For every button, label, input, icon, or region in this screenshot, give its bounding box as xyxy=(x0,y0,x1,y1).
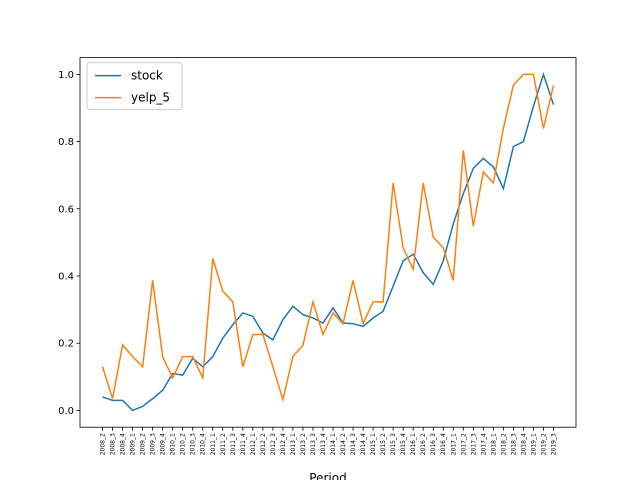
x-tick-label: 2019_3 xyxy=(550,433,557,455)
x-tick-label: 2009_2 xyxy=(140,433,147,455)
x-tick-label: 2018_3 xyxy=(510,433,517,455)
x-tick-label: 2019_1 xyxy=(530,433,537,455)
x-tick-label: 2016_1 xyxy=(410,433,417,455)
x-tick-label: 2013_1 xyxy=(290,433,297,455)
x-tick-label: 2011_3 xyxy=(230,433,237,455)
x-tick-label: 2010_4 xyxy=(200,433,207,455)
x-tick-label: 2010_1 xyxy=(170,433,177,455)
x-tick-label: 2017_1 xyxy=(450,433,457,455)
x-tick-label: 2018_1 xyxy=(490,433,497,455)
y-tick-label: 0.4 xyxy=(58,272,74,283)
x-tick-label: 2009_1 xyxy=(130,433,137,455)
legend-label: stock xyxy=(131,69,163,83)
line-series xyxy=(102,71,555,412)
x-tick-label: 2009_3 xyxy=(150,433,157,455)
x-tick-label: 2012_4 xyxy=(280,433,287,455)
x-tick-label: 2014_3 xyxy=(350,433,357,455)
x-tick-label: 2012_3 xyxy=(270,433,277,455)
x-tick-label: 2014_1 xyxy=(330,433,337,455)
x-tick-label: 2013_3 xyxy=(310,433,317,455)
x-tick-label: 2018_4 xyxy=(520,433,527,455)
x-tick-label: 2018_2 xyxy=(500,433,507,455)
x-tick-label: 2012_1 xyxy=(250,433,257,455)
x-tick-label: 2016_4 xyxy=(440,433,447,455)
x-tick-label: 2017_2 xyxy=(460,433,467,455)
x-tick-label: 2008_4 xyxy=(120,433,127,455)
legend-label: yelp_5 xyxy=(131,91,170,105)
x-tick-label: 2015_4 xyxy=(400,433,407,455)
x-tick-label: 2012_2 xyxy=(260,433,267,455)
x-tick-label: 2008_2 xyxy=(100,433,107,455)
y-tick-label: 0.0 xyxy=(58,406,74,417)
line-series xyxy=(101,73,555,403)
x-tick-label: 2013_2 xyxy=(300,433,307,455)
x-tick-label: 2011_2 xyxy=(220,433,227,455)
x-tick-label: 2017_4 xyxy=(480,433,487,455)
y-tick-label: 1.0 xyxy=(58,70,74,81)
x-tick-label: 2016_3 xyxy=(430,433,437,455)
x-tick-label: 2011_4 xyxy=(240,433,247,455)
x-tick-label: 2017_3 xyxy=(470,433,477,455)
x-tick-label: 2008_3 xyxy=(110,433,117,455)
x-tick-label: 2013_4 xyxy=(320,433,327,455)
x-tick-label: 2015_2 xyxy=(380,433,387,455)
x-tick-label: 2015_3 xyxy=(390,433,397,455)
plot-frame xyxy=(79,57,577,428)
x-tick-label: 2016_2 xyxy=(420,433,427,455)
x-tick-label: 2010_2 xyxy=(180,433,187,455)
x-tick-label: 2019_2 xyxy=(540,433,547,455)
x-tick-label: 2015_1 xyxy=(370,433,377,455)
x-tick-label: 2014_4 xyxy=(360,433,367,455)
x-tick-label: 2009_4 xyxy=(160,433,167,455)
x-tick-label: 2011_1 xyxy=(210,433,217,455)
x-axis-label: Period xyxy=(309,471,346,480)
x-tick-label: 2014_2 xyxy=(340,433,347,455)
y-tick-label: 0.8 xyxy=(58,137,74,148)
y-tick-label: 0.2 xyxy=(58,339,74,350)
y-tick-label: 0.6 xyxy=(58,204,74,215)
x-tick-label: 2010_3 xyxy=(190,433,197,455)
